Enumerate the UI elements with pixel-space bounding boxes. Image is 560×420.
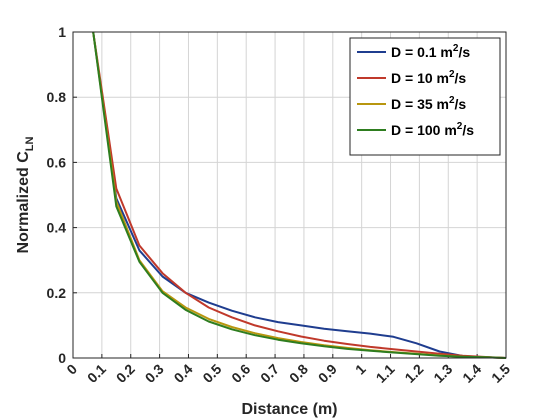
- plot-frame: [72, 31, 507, 359]
- legend-label-3: D = 35 m2/s: [391, 95, 466, 112]
- x-tick-label: 1: [352, 361, 369, 378]
- x-tick-label: 1.1: [373, 361, 398, 386]
- y-tick-label: 1: [58, 24, 66, 40]
- legend: D = 0.1 m2/s D = 10 m2/s D = 35 m2/s D = 10…: [349, 37, 501, 156]
- series-line-4: [92, 31, 507, 359]
- y-axis-label-main: Normalized C: [15, 151, 32, 254]
- y-axis-label-subscript: LN: [24, 136, 36, 151]
- legend-box: [349, 37, 501, 156]
- x-tick-label: 1.5: [488, 361, 513, 386]
- x-tick-label: 0.9: [315, 361, 340, 386]
- x-tick-label: 0.5: [199, 361, 224, 386]
- x-tick-label: 0.6: [228, 361, 253, 386]
- x-axis-label: Distance (m): [241, 401, 337, 418]
- y-tick-label: 0: [58, 350, 66, 366]
- series-line-2: [92, 31, 507, 359]
- x-tick-label: 0.8: [286, 361, 311, 386]
- series-lines: [92, 31, 507, 359]
- x-tick-label: 0.4: [171, 361, 196, 386]
- x-tick-label: 0.1: [84, 361, 109, 386]
- y-tick-label: 0.4: [47, 220, 67, 236]
- y-tick-label: 0.6: [47, 154, 67, 170]
- legend-label-4: D = 100 m2/s: [391, 121, 474, 138]
- legend-label-1: D = 0.1 m2/s: [391, 43, 470, 60]
- x-tick-label: 1.3: [430, 361, 455, 386]
- y-tick-labels: 0 0.2 0.4 0.6 0.8 1: [47, 24, 67, 366]
- x-tick-label: 0.2: [113, 361, 138, 386]
- y-tick-label: 0.8: [47, 89, 67, 105]
- y-tick-label: 0.2: [47, 285, 67, 301]
- x-tick-labels: 0 0.1 0.2 0.3 0.4 0.5 0.6 0.7 0.8 0.9 1 1.1 1.2 1.3 1.…: [63, 361, 513, 386]
- x-tick-label: 1.4: [459, 361, 484, 386]
- x-tick-label: 0.3: [142, 361, 167, 386]
- x-tick-label: 1.2: [401, 361, 426, 386]
- legend-label-2: D = 10 m2/s: [391, 69, 466, 86]
- x-tick-label: 0.7: [257, 361, 282, 386]
- y-axis-label: Normalized CLN: [15, 136, 36, 253]
- series-line-1: [92, 31, 507, 359]
